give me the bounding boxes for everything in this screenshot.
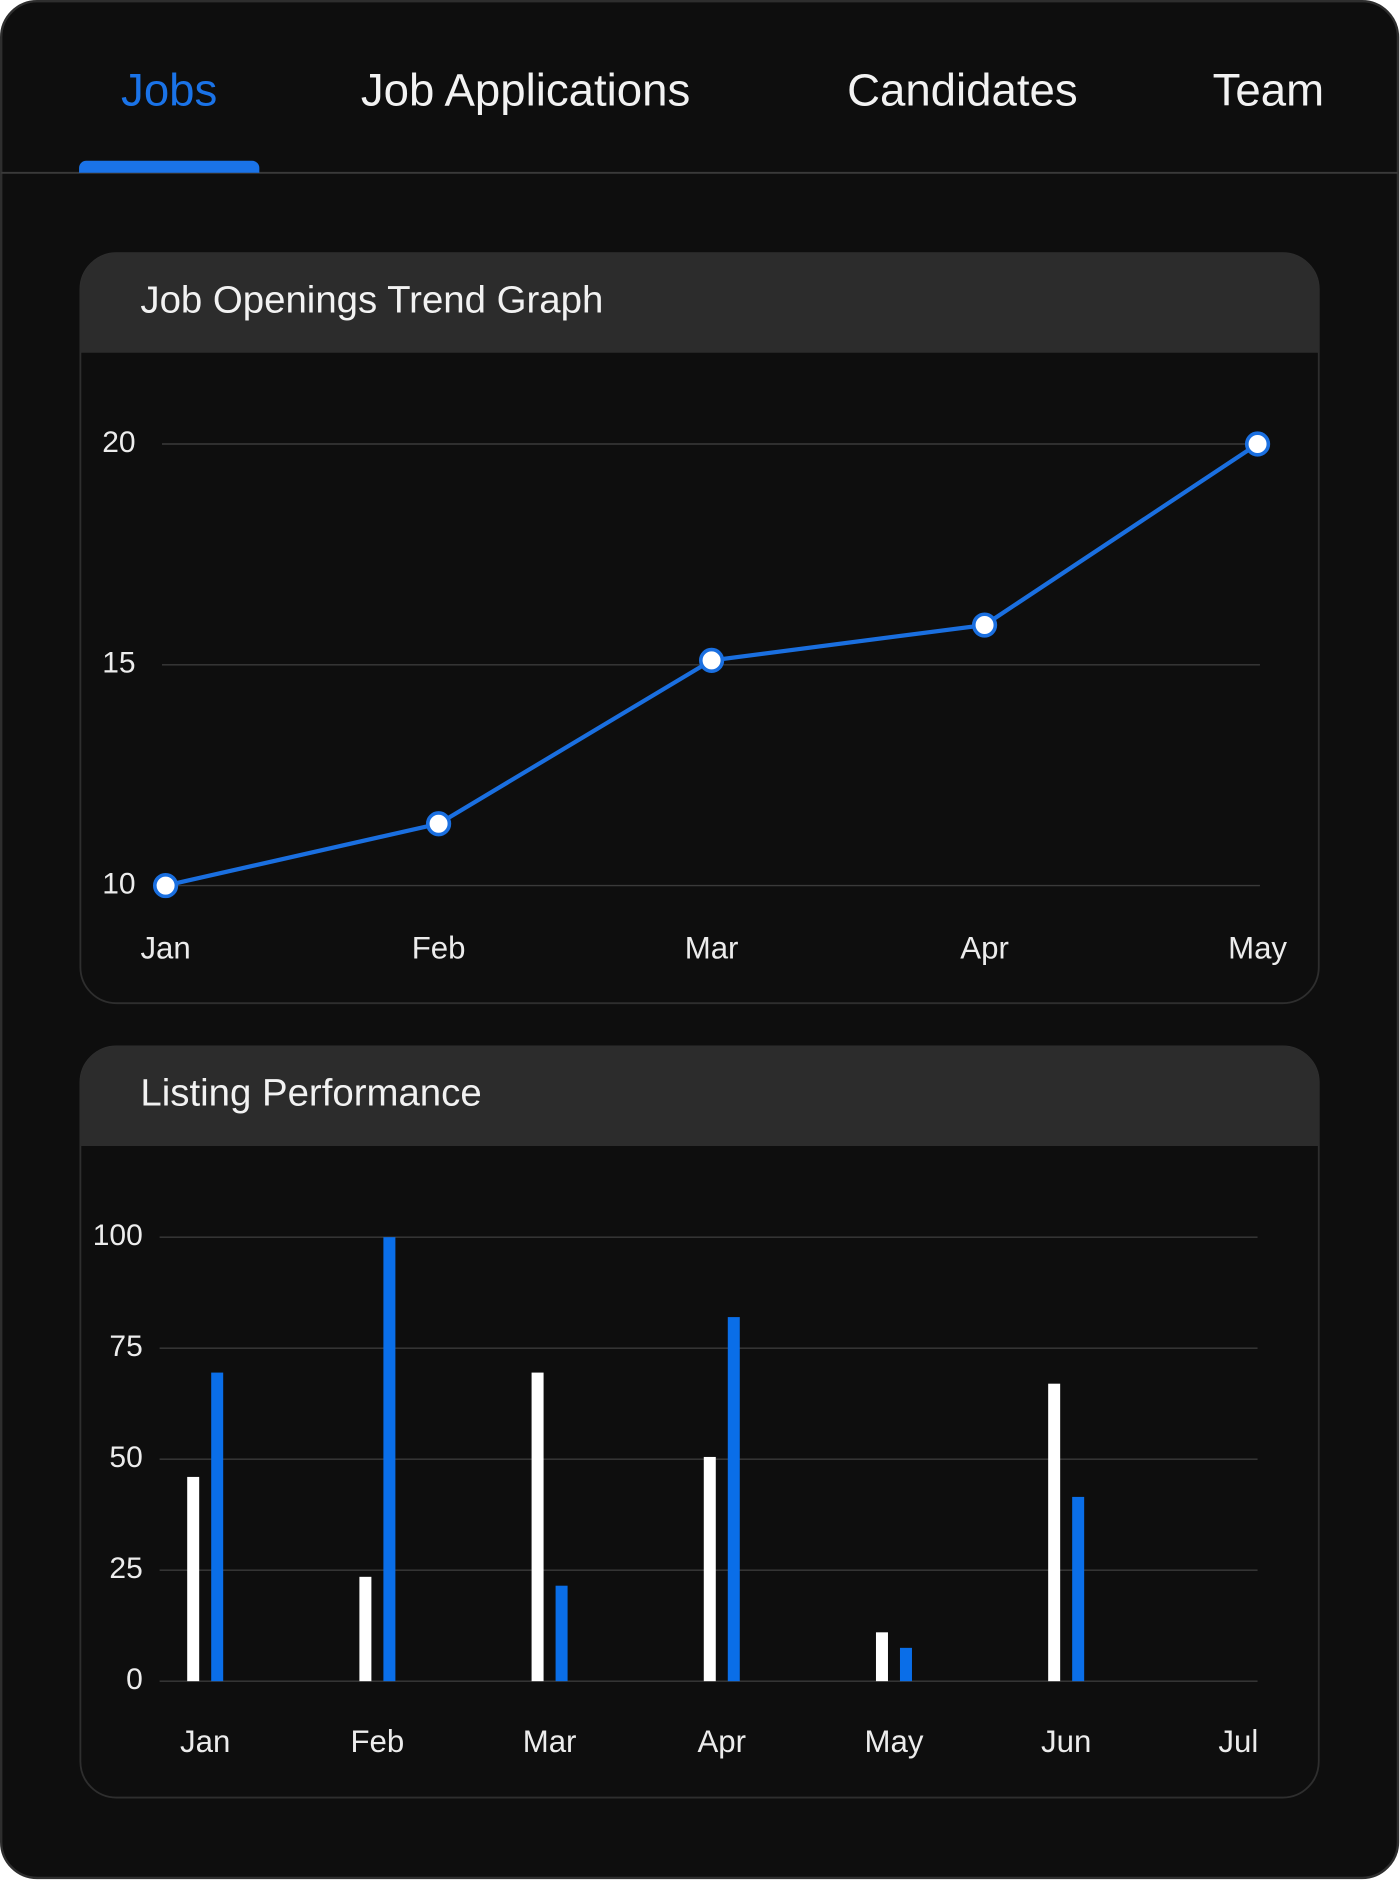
card-header bbox=[80, 1046, 1319, 1146]
bar bbox=[555, 1585, 568, 1682]
bar bbox=[1072, 1496, 1085, 1682]
y-tick-label: 15 bbox=[102, 647, 135, 680]
x-tick-label: Jan bbox=[180, 1724, 230, 1759]
bar bbox=[359, 1576, 372, 1682]
y-tick-label: 20 bbox=[102, 426, 135, 459]
data-point bbox=[1244, 431, 1271, 457]
chart-card: Listing Performance 0 25 50 75 100 Jan Feb Mar Ap… bbox=[79, 1045, 1320, 1799]
data-point bbox=[971, 612, 998, 638]
chart-card: Job Openings Trend Graph 10 15 20 Jan Feb Mar A… bbox=[79, 252, 1320, 1005]
cards: Job Openings Trend Graph 10 15 20 Jan Feb Mar A… bbox=[79, 252, 1320, 1799]
x-tick-label: Jul bbox=[1218, 1724, 1258, 1759]
y-tick-label: 0 bbox=[126, 1663, 143, 1696]
bar bbox=[727, 1317, 740, 1682]
x-tick-label: Apr bbox=[960, 931, 1009, 966]
x-tick-label: Mar bbox=[685, 931, 739, 966]
x-tick-label: May bbox=[1228, 931, 1287, 966]
tab-bar: Jobs Job Applications Candidates Team bbox=[79, 65, 1324, 173]
data-point bbox=[698, 647, 725, 673]
tab[interactable]: Candidates bbox=[847, 65, 1078, 116]
y-tick-label: 25 bbox=[109, 1552, 142, 1585]
bar bbox=[1048, 1383, 1061, 1682]
bar bbox=[531, 1372, 544, 1682]
bar bbox=[875, 1632, 888, 1682]
y-tick-label: 10 bbox=[102, 868, 135, 901]
tab[interactable]: Team bbox=[1213, 65, 1324, 116]
data-point bbox=[425, 811, 452, 837]
y-tick-label: 75 bbox=[109, 1330, 142, 1363]
bar bbox=[187, 1476, 200, 1682]
card-frame bbox=[79, 252, 1320, 1005]
x-tick-label: May bbox=[865, 1724, 924, 1759]
x-tick-label: Apr bbox=[698, 1724, 747, 1759]
bar bbox=[383, 1237, 396, 1682]
bar bbox=[703, 1456, 716, 1682]
y-tick-label: 50 bbox=[109, 1441, 142, 1474]
bar bbox=[899, 1647, 912, 1682]
tab[interactable]: Job Applications bbox=[361, 65, 690, 116]
card-frame bbox=[79, 1045, 1320, 1799]
x-tick-label: Jun bbox=[1041, 1724, 1091, 1759]
tab-indicator bbox=[79, 160, 260, 173]
tab[interactable]: Jobs bbox=[121, 65, 217, 116]
data-point bbox=[152, 872, 179, 899]
x-tick-label: Feb bbox=[412, 931, 466, 966]
y-tick-label: 100 bbox=[93, 1219, 143, 1252]
chart-title: Listing Performance bbox=[140, 1072, 481, 1115]
chart-title: Job Openings Trend Graph bbox=[140, 279, 603, 322]
x-tick-label: Mar bbox=[523, 1724, 577, 1759]
x-tick-label: Jan bbox=[140, 931, 190, 966]
card-header bbox=[80, 253, 1319, 353]
bar bbox=[211, 1372, 224, 1682]
x-tick-label: Feb bbox=[351, 1724, 405, 1759]
